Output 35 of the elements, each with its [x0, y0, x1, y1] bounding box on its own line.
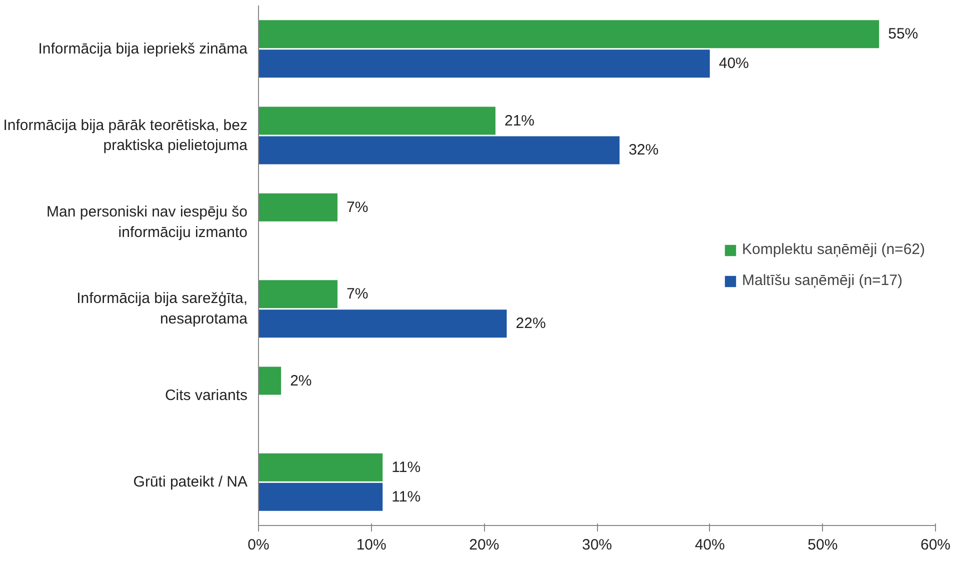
bar	[258, 193, 338, 222]
bar	[258, 50, 710, 78]
data-label: 22%	[516, 315, 546, 332]
x-tick-label: 20%	[469, 536, 500, 554]
bar	[258, 280, 338, 308]
bar	[258, 366, 282, 395]
legend-label: Komplektu saņēmēji (n=62)	[742, 241, 925, 258]
y-tick-label: Informācija bija pārāk teorētiska, bez praktiska pielietojuma	[3, 116, 248, 154]
x-tick-label: 50%	[808, 536, 838, 554]
data-label: 2%	[290, 372, 312, 390]
y-tick-label: Man personiski nav iespēju šo informāciju izmanto	[46, 203, 248, 241]
x-tick-label: 0%	[248, 536, 270, 554]
bar	[258, 20, 880, 48]
data-label: 11%	[392, 488, 421, 506]
bar	[258, 310, 507, 338]
y-tick-label: Grūti pateikt / NA	[133, 474, 248, 491]
x-tick-label: 30%	[582, 536, 612, 554]
bar	[258, 106, 496, 135]
bar	[258, 482, 383, 511]
data-label: 32%	[628, 142, 659, 159]
data-label: 55%	[888, 26, 918, 43]
data-label: 7%	[346, 286, 368, 303]
y-tick-label: Cits variants	[164, 387, 248, 404]
y-tick-label: Informācija bija sarežģīta, nesaprotama	[76, 290, 248, 328]
data-label: 21%	[504, 112, 535, 130]
bar	[258, 136, 620, 164]
legend-label: Maltīšu saņēmēji (n=17)	[742, 272, 902, 289]
x-tick-label: 40%	[694, 536, 725, 554]
y-tick-label: Informācija bija iepriekš zināma	[38, 40, 248, 58]
bar	[258, 453, 383, 482]
x-tick-label: 60%	[920, 536, 951, 554]
data-label: 7%	[346, 198, 368, 216]
data-label: 11%	[392, 458, 421, 476]
x-tick-label: 10%	[356, 536, 386, 554]
data-label: 40%	[718, 55, 749, 72]
